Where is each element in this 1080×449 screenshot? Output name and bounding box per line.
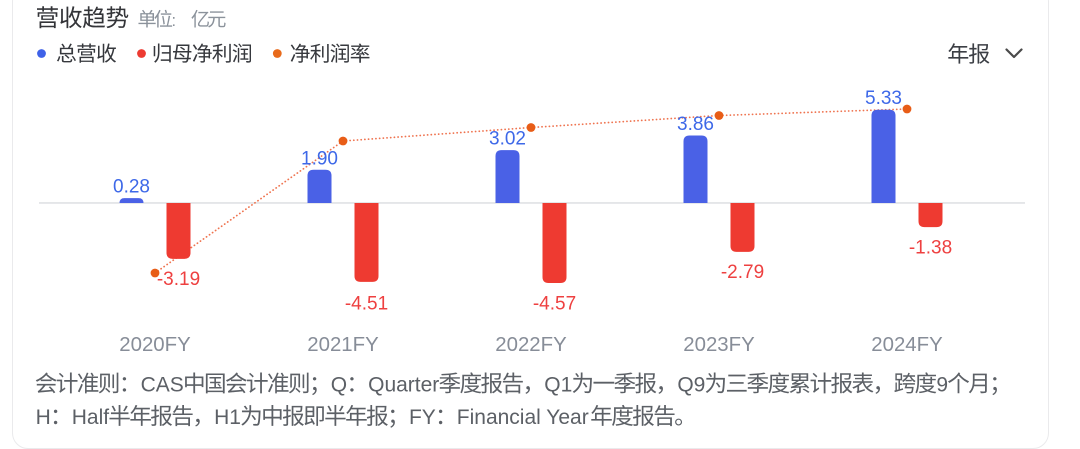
svg-text:Financial Year: Financial Year (457, 406, 589, 429)
svg-text:2020FY: 2020FY (119, 334, 191, 356)
svg-text:-3.19: -3.19 (157, 269, 200, 290)
svg-text:Half: Half (72, 406, 110, 429)
svg-text:-4.57: -4.57 (533, 294, 576, 315)
svg-text:-4.51: -4.51 (345, 294, 388, 315)
svg-text:H: H (36, 406, 51, 429)
svg-text:Q1: Q1 (544, 374, 572, 397)
svg-text:2022FY: 2022FY (495, 334, 567, 356)
svg-text:9: 9 (936, 374, 948, 397)
svg-text:2024FY: 2024FY (871, 334, 943, 356)
svg-text:3.02: 3.02 (489, 129, 526, 150)
svg-text:2023FY: 2023FY (683, 334, 755, 356)
svg-text:-1.38: -1.38 (909, 238, 952, 259)
svg-text:0.28: 0.28 (113, 177, 150, 198)
svg-text:5.33: 5.33 (865, 88, 902, 109)
svg-text:Quarter: Quarter (368, 374, 439, 397)
svg-text:Q: Q (331, 374, 347, 397)
svg-text::: : (172, 12, 177, 30)
svg-text:3.86: 3.86 (677, 114, 714, 135)
svg-text:H1: H1 (214, 406, 241, 429)
svg-text:Q9: Q9 (677, 374, 705, 397)
svg-text:FY: FY (409, 406, 436, 429)
svg-text:-2.79: -2.79 (721, 262, 764, 283)
svg-text:1.90: 1.90 (301, 148, 338, 169)
svg-text:2021FY: 2021FY (307, 334, 379, 356)
svg-text:CAS: CAS (141, 374, 184, 397)
